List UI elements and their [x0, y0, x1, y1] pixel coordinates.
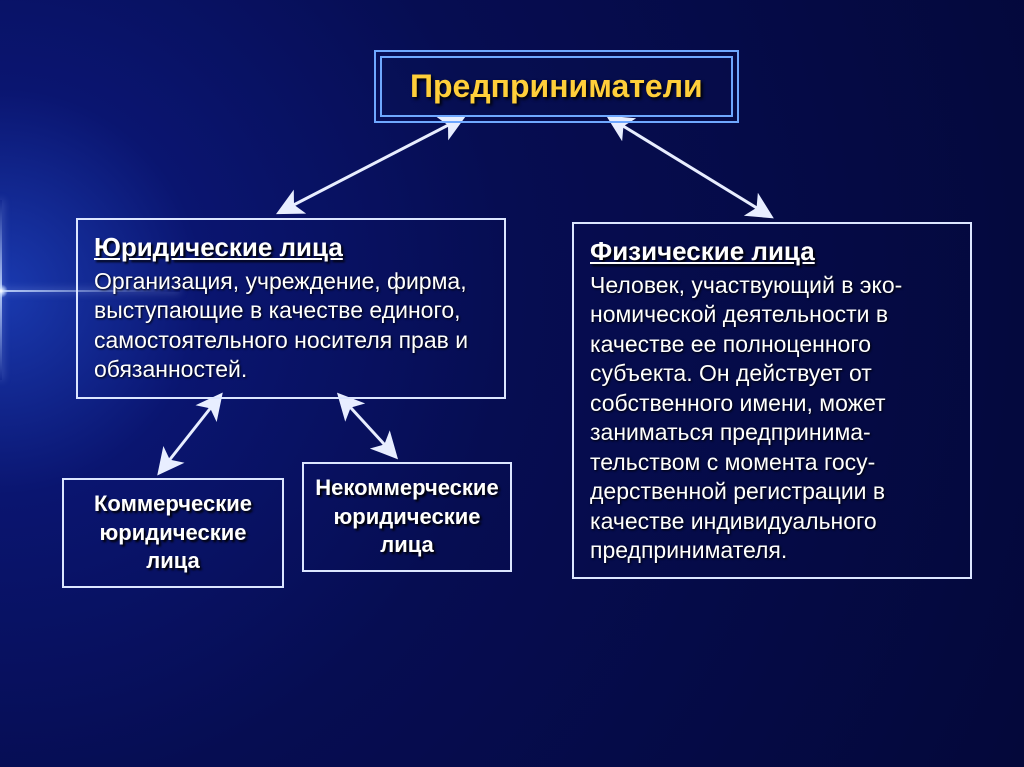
physical-title: Физические лица — [590, 236, 954, 267]
noncommercial-line2: юридические — [334, 504, 481, 529]
legal-body: Организация, учреждение, фирма, выступаю… — [94, 267, 488, 385]
node-commercial: Коммерческие юридические лица — [62, 478, 284, 588]
node-legal-entities: Юридические лица Организация, учреждение… — [76, 218, 506, 399]
root-node-entrepreneurs: Предприниматели — [380, 56, 733, 117]
legal-title: Юридические лица — [94, 232, 488, 263]
noncommercial-line1: Некоммерческие — [315, 475, 498, 500]
node-physical-persons: Физические лица Человек, участвующий в э… — [572, 222, 972, 579]
commercial-line2: юридические лица — [100, 520, 247, 574]
commercial-line1: Коммерческие — [94, 491, 252, 516]
node-noncommercial: Некоммерческие юридические лица — [302, 462, 512, 572]
root-title: Предприниматели — [410, 68, 703, 104]
noncommercial-line3: лица — [380, 532, 434, 557]
physical-body: Человек, участвующий в эко-номической де… — [590, 271, 954, 565]
